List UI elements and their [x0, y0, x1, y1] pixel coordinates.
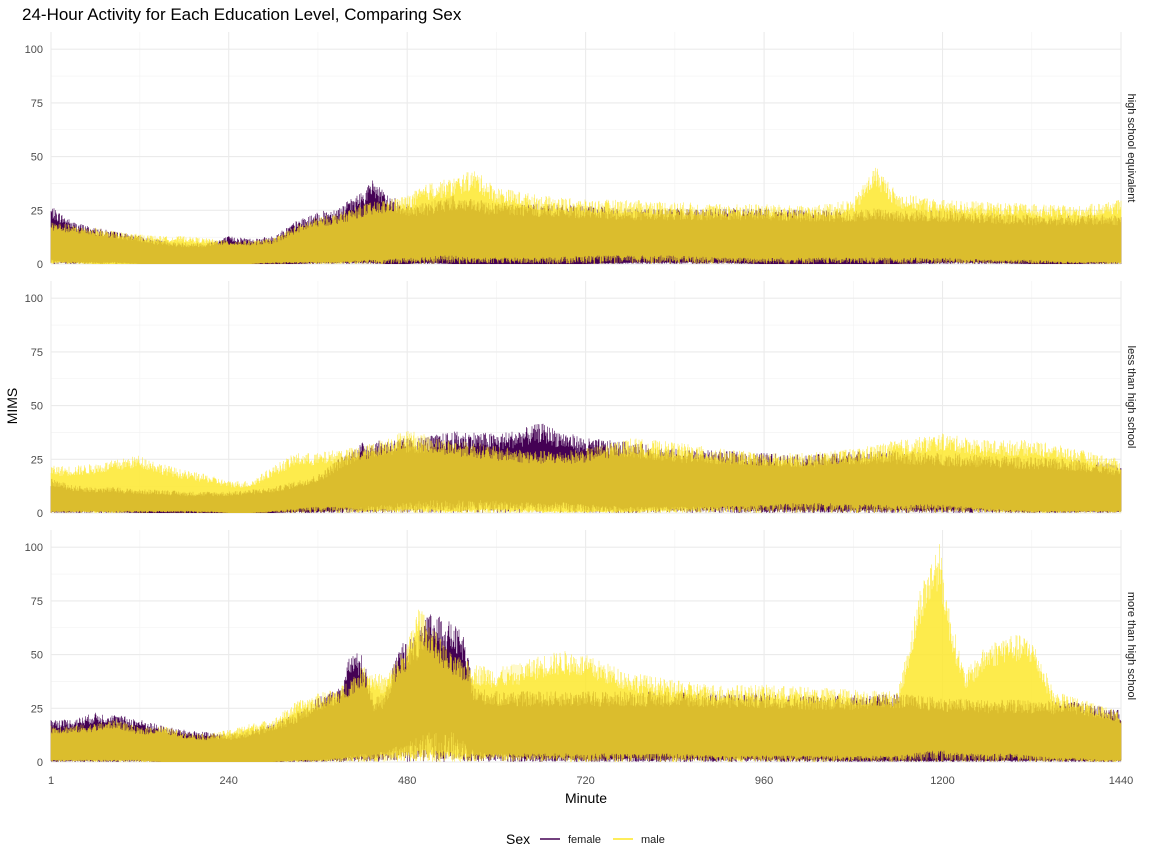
panels: 0 25 50 75 100 high school equivalent 0 25 50 75 1…: [25, 32, 1137, 769]
legend-label-female: female: [568, 834, 601, 846]
y-tick-label: 100: [25, 44, 43, 56]
x-axis: 1 240 480 720 960 1200 1440: [48, 775, 1133, 787]
series-male: [50, 544, 1122, 762]
x-tick-label: 1200: [930, 775, 954, 787]
y-tick-label: 25: [31, 205, 43, 217]
panel-3: 0 25 50 75 100 more than high school: [25, 530, 1137, 769]
y-tick-label: 25: [31, 703, 43, 715]
series-male: [50, 167, 1122, 264]
y-tick-label: 50: [31, 401, 43, 413]
y-tick-label: 100: [25, 542, 43, 554]
y-tick-label: 0: [37, 757, 43, 769]
y-tick-label: 75: [31, 98, 43, 110]
y-tick-label: 50: [31, 650, 43, 662]
legend-label-male: male: [641, 834, 665, 846]
legend-title: Sex: [506, 831, 530, 847]
strip-label: high school equivalent: [1125, 94, 1137, 203]
x-tick-label: 240: [220, 775, 238, 787]
y-tick-label: 0: [37, 508, 43, 520]
x-tick-label: 480: [398, 775, 416, 787]
y-tick-label: 100: [25, 293, 43, 305]
y-tick-label: 0: [37, 259, 43, 271]
x-tick-label: 720: [576, 775, 594, 787]
y-tick-label: 25: [31, 454, 43, 466]
panel-2: 0 25 50 75 100 less than high school: [25, 281, 1137, 520]
panel-1: 0 25 50 75 100 high school equivalent: [25, 32, 1137, 271]
y-tick-label: 75: [31, 347, 43, 359]
x-axis-title: Minute: [565, 790, 607, 806]
strip-label: more than high school: [1125, 592, 1137, 700]
strip-label: less than high school: [1125, 346, 1137, 449]
x-tick-label: 960: [755, 775, 773, 787]
chart-title: 24-Hour Activity for Each Education Leve…: [22, 5, 462, 24]
x-tick-label: 1: [48, 775, 54, 787]
legend: Sex female male: [506, 831, 665, 847]
y-axis-title: MIMS: [4, 388, 20, 425]
x-tick-label: 1440: [1109, 775, 1133, 787]
y-tick-label: 75: [31, 596, 43, 608]
y-tick-label: 50: [31, 152, 43, 164]
series-male: [50, 431, 1122, 513]
